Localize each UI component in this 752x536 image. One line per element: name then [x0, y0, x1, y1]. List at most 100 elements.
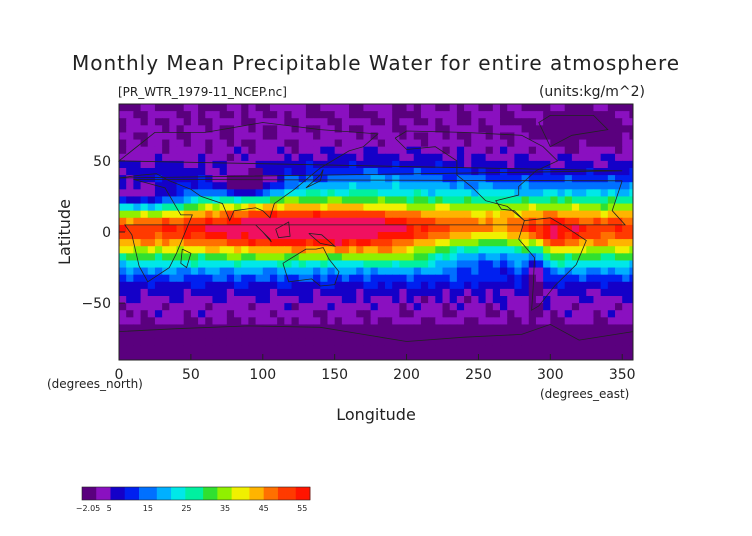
- heatmap-cell: [464, 111, 472, 119]
- heatmap-cell: [564, 182, 573, 190]
- heatmap-cell: [234, 175, 242, 183]
- heatmap-cell: [377, 104, 386, 112]
- heatmap-cell: [154, 310, 163, 318]
- heatmap-cell: [586, 203, 594, 212]
- heatmap-cell: [571, 175, 580, 183]
- heatmap-cell: [356, 139, 364, 148]
- heatmap-cell: [320, 253, 328, 261]
- heatmap-cell: [277, 288, 285, 297]
- heatmap-cell: [571, 104, 580, 112]
- heatmap-cell: [241, 260, 249, 269]
- heatmap-cell: [377, 125, 386, 133]
- heatmap-cell: [305, 246, 314, 254]
- heatmap-cell: [600, 324, 609, 333]
- heatmap-cell: [600, 246, 609, 254]
- heatmap-cell: [284, 189, 293, 197]
- heatmap-cell: [363, 189, 372, 197]
- heatmap-cell: [579, 338, 587, 347]
- heatmap-cell: [219, 267, 228, 276]
- heatmap-cell: [507, 232, 515, 240]
- heatmap-cell: [420, 168, 429, 176]
- heatmap-cell: [579, 232, 587, 240]
- heatmap-cell: [492, 296, 501, 304]
- heatmap-cell: [198, 111, 206, 119]
- colorbar-swatch: [171, 487, 176, 500]
- heatmap-cell: [370, 196, 379, 205]
- heatmap-cell: [269, 317, 278, 325]
- heatmap-cell: [384, 196, 393, 205]
- heatmap-cell: [456, 139, 465, 148]
- heatmap-cell: [140, 310, 149, 318]
- heatmap-cell: [485, 160, 494, 169]
- colorbar-swatch: [263, 487, 268, 500]
- heatmap-cell: [557, 253, 566, 261]
- heatmap-cell: [349, 288, 357, 297]
- heatmap-cell: [212, 189, 221, 197]
- heatmap-cell: [571, 317, 580, 325]
- heatmap-cell: [500, 317, 508, 325]
- heatmap-cell: [600, 104, 609, 112]
- heatmap-cell: [478, 317, 487, 325]
- heatmap-cell: [384, 267, 393, 276]
- heatmap-cell: [313, 296, 321, 304]
- heatmap-cell: [600, 132, 609, 141]
- colorbar-tick-label: 55: [297, 504, 307, 513]
- heatmap-cell: [377, 352, 386, 361]
- heatmap-cell: [507, 331, 515, 340]
- heatmap-cell: [492, 217, 501, 226]
- heatmap-cell: [169, 331, 178, 340]
- heatmap-cell: [349, 253, 357, 261]
- heatmap-cell: [622, 203, 630, 212]
- heatmap-cell: [557, 118, 566, 126]
- heatmap-cell: [126, 338, 134, 347]
- heatmap-cell: [126, 288, 134, 297]
- heatmap-cell: [284, 168, 293, 176]
- heatmap-cell: [629, 296, 634, 304]
- heatmap-cell: [600, 288, 609, 297]
- heatmap-cell: [313, 146, 321, 155]
- heatmap-cell: [456, 111, 465, 119]
- heatmap-cell: [126, 352, 134, 361]
- heatmap-cell: [248, 210, 257, 219]
- heatmap-cell: [190, 168, 199, 176]
- heatmap-cell: [464, 160, 472, 169]
- heatmap-cell: [449, 246, 458, 254]
- heatmap-cell: [126, 246, 134, 254]
- heatmap-cell: [190, 132, 199, 141]
- heatmap-cell: [154, 288, 163, 297]
- heatmap-cell: [593, 104, 602, 112]
- heatmap-cell: [629, 224, 634, 233]
- heatmap-cell: [277, 352, 285, 361]
- colorbar-swatch: [82, 487, 86, 500]
- heatmap-cell: [284, 324, 293, 333]
- heatmap-cell: [622, 267, 630, 276]
- heatmap-cell: [334, 345, 343, 354]
- heatmap-cell: [557, 331, 566, 340]
- heatmap-cell: [514, 296, 523, 304]
- heatmap-cell: [586, 267, 594, 276]
- heatmap-cell: [248, 160, 257, 169]
- heatmap-cell: [162, 111, 170, 119]
- heatmap-cell: [543, 310, 551, 318]
- heatmap-cell: [435, 288, 443, 297]
- heatmap-cell: [478, 260, 487, 269]
- heatmap-cell: [291, 232, 300, 240]
- heatmap-cell: [226, 246, 235, 254]
- heatmap-cell: [277, 146, 285, 155]
- heatmap-cell: [514, 189, 523, 197]
- heatmap-cell: [579, 310, 587, 318]
- heatmap-cell: [420, 111, 429, 119]
- heatmap-cell: [341, 203, 350, 212]
- heatmap-cell: [255, 232, 264, 240]
- heatmap-cell: [507, 310, 515, 318]
- heatmap-cell: [356, 239, 364, 247]
- heatmap-cell: [219, 324, 228, 333]
- heatmap-cell: [428, 246, 436, 254]
- heatmap-cell: [162, 146, 170, 155]
- heatmap-cell: [363, 118, 372, 126]
- heatmap-cell: [550, 196, 559, 205]
- heatmap-cell: [586, 175, 594, 183]
- heatmap-cell: [320, 175, 328, 183]
- heatmap-cell: [205, 303, 213, 311]
- heatmap-cell: [154, 217, 163, 226]
